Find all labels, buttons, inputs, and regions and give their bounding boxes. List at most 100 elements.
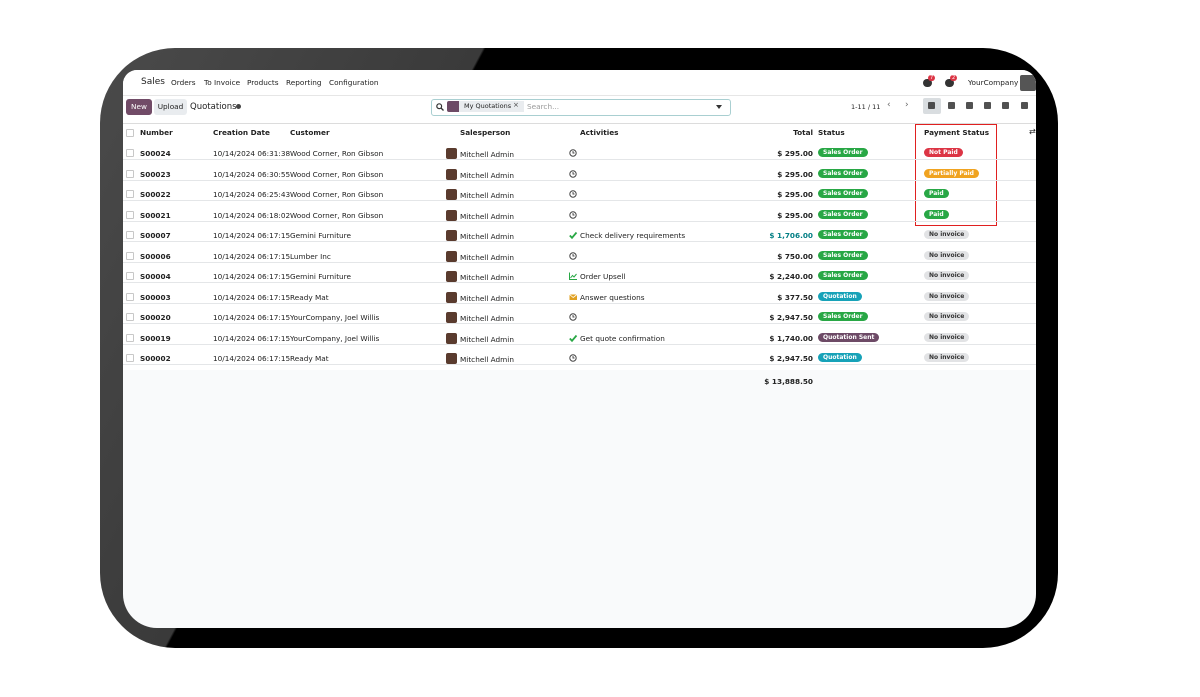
view-icon[interactable] xyxy=(1002,102,1009,109)
salesperson: Mitchell Admin xyxy=(460,252,514,262)
avatar xyxy=(446,353,457,364)
activity-icon[interactable] xyxy=(569,272,578,281)
row-checkbox[interactable] xyxy=(126,354,134,362)
row-checkbox[interactable] xyxy=(126,149,134,157)
facet-label: My Quotations xyxy=(464,102,512,110)
activity[interactable]: Get quote confirmation xyxy=(580,333,665,343)
search-dropdown[interactable] xyxy=(715,104,723,110)
row-divider xyxy=(123,241,1036,242)
creation-date: 10/14/2024 06:25:43 xyxy=(213,190,291,199)
row-checkbox[interactable] xyxy=(126,313,134,321)
salesperson: Mitchell Admin xyxy=(460,273,514,282)
row-checkbox[interactable] xyxy=(126,251,134,260)
view-icon[interactable] xyxy=(984,102,991,109)
customer: Wood Corner, Ron Gibson xyxy=(290,210,384,220)
column-header[interactable]: Activities xyxy=(580,128,619,137)
order-number[interactable]: S00007 xyxy=(140,231,171,240)
avatar xyxy=(446,250,457,262)
order-number[interactable]: S00023 xyxy=(140,169,171,179)
menu-item[interactable]: To Invoice xyxy=(204,78,241,87)
column-header[interactable]: Salesperson xyxy=(460,128,511,137)
view-icon[interactable] xyxy=(966,102,973,109)
customer: Wood Corner, Ron Gibson xyxy=(290,169,384,179)
nav-icon[interactable] xyxy=(945,79,954,87)
activity-icon[interactable] xyxy=(569,190,578,199)
row-divider xyxy=(123,220,1036,222)
pager-next[interactable]: › xyxy=(905,100,909,110)
order-number[interactable]: S00019 xyxy=(140,333,171,343)
upload-button[interactable]: Upload xyxy=(154,99,187,115)
activity-icon[interactable] xyxy=(569,231,578,240)
new-button[interactable]: New xyxy=(126,99,152,115)
activity-icon[interactable] xyxy=(569,313,578,322)
column-header[interactable]: Payment Status xyxy=(924,128,990,137)
company[interactable]: YourCompany xyxy=(968,78,1019,87)
activity-icon[interactable] xyxy=(569,210,578,220)
column-options[interactable]: ⇄ xyxy=(1029,127,1036,136)
order-number[interactable]: S00003 xyxy=(140,292,171,302)
filter-icon xyxy=(447,101,459,112)
settings-gear[interactable] xyxy=(236,104,241,109)
pager-prev[interactable]: ‹ xyxy=(887,100,891,110)
column-header[interactable]: Number xyxy=(140,128,173,137)
activity-icon[interactable] xyxy=(569,293,578,302)
facet-remove[interactable]: × xyxy=(513,101,519,109)
view-icon[interactable] xyxy=(1021,102,1028,109)
row-divider xyxy=(123,323,1036,324)
order-number[interactable]: S00024 xyxy=(140,149,171,158)
creation-date: 10/14/2024 06:31:38 xyxy=(213,149,291,158)
payment-badge: No invoice xyxy=(924,291,970,301)
activity-icon[interactable] xyxy=(569,334,578,343)
column-header[interactable]: Total xyxy=(793,128,813,137)
salesperson: Mitchell Admin xyxy=(460,355,514,364)
total: $ 1,740.00 xyxy=(769,333,813,343)
column-header[interactable]: Creation Date xyxy=(213,128,270,137)
row-divider xyxy=(123,282,1036,283)
row-checkbox[interactable] xyxy=(126,272,134,280)
nav-icon[interactable] xyxy=(923,79,932,87)
order-number[interactable]: S00004 xyxy=(140,272,171,281)
row-checkbox[interactable] xyxy=(126,190,134,198)
select-all[interactable] xyxy=(126,129,134,137)
order-number[interactable]: S00002 xyxy=(140,354,171,363)
company-avatar xyxy=(1020,75,1036,91)
activity-icon[interactable] xyxy=(569,169,578,179)
menu-item[interactable]: Orders xyxy=(171,78,196,87)
status-badge: Quotation Sent xyxy=(818,332,880,342)
salesperson: Mitchell Admin xyxy=(460,170,514,180)
payment-badge: No invoice xyxy=(924,250,970,260)
facet[interactable] xyxy=(459,101,524,112)
row-checkbox[interactable] xyxy=(126,231,134,239)
app-name[interactable]: Sales xyxy=(141,77,165,87)
customer: Lumber Inc xyxy=(290,251,331,261)
activity[interactable]: Answer questions xyxy=(580,292,645,302)
avatar xyxy=(446,271,457,282)
menu-item[interactable]: Reporting xyxy=(286,78,322,87)
activity[interactable]: Order Upsell xyxy=(580,272,626,281)
order-number[interactable]: S00022 xyxy=(140,190,171,199)
row-checkbox[interactable] xyxy=(126,333,134,342)
row-checkbox[interactable] xyxy=(126,169,134,178)
activity-icon[interactable] xyxy=(569,251,578,261)
order-number[interactable]: S00020 xyxy=(140,313,171,322)
customer: Wood Corner, Ron Gibson xyxy=(290,190,384,199)
row-checkbox[interactable] xyxy=(126,292,134,301)
row-checkbox[interactable] xyxy=(126,210,134,219)
total: $ 377.50 xyxy=(777,292,813,302)
menu-item[interactable]: Configuration xyxy=(329,78,379,87)
view-icon[interactable] xyxy=(948,102,955,109)
activity-icon[interactable] xyxy=(569,354,578,363)
menu-item[interactable]: Products xyxy=(247,78,279,87)
order-number[interactable]: S00021 xyxy=(140,210,171,220)
search-placeholder[interactable]: Search... xyxy=(527,102,560,111)
view-icon[interactable] xyxy=(928,102,935,109)
activity[interactable]: Check delivery requirements xyxy=(580,231,686,240)
order-number[interactable]: S00006 xyxy=(140,251,171,261)
salesperson: Mitchell Admin xyxy=(460,334,514,344)
activity-icon[interactable] xyxy=(569,149,578,158)
row-divider xyxy=(123,179,1036,181)
column-header[interactable]: Status xyxy=(818,128,845,137)
customer: Wood Corner, Ron Gibson xyxy=(290,149,384,158)
payment-badge: No invoice xyxy=(924,312,970,321)
column-header[interactable]: Customer xyxy=(290,128,330,137)
